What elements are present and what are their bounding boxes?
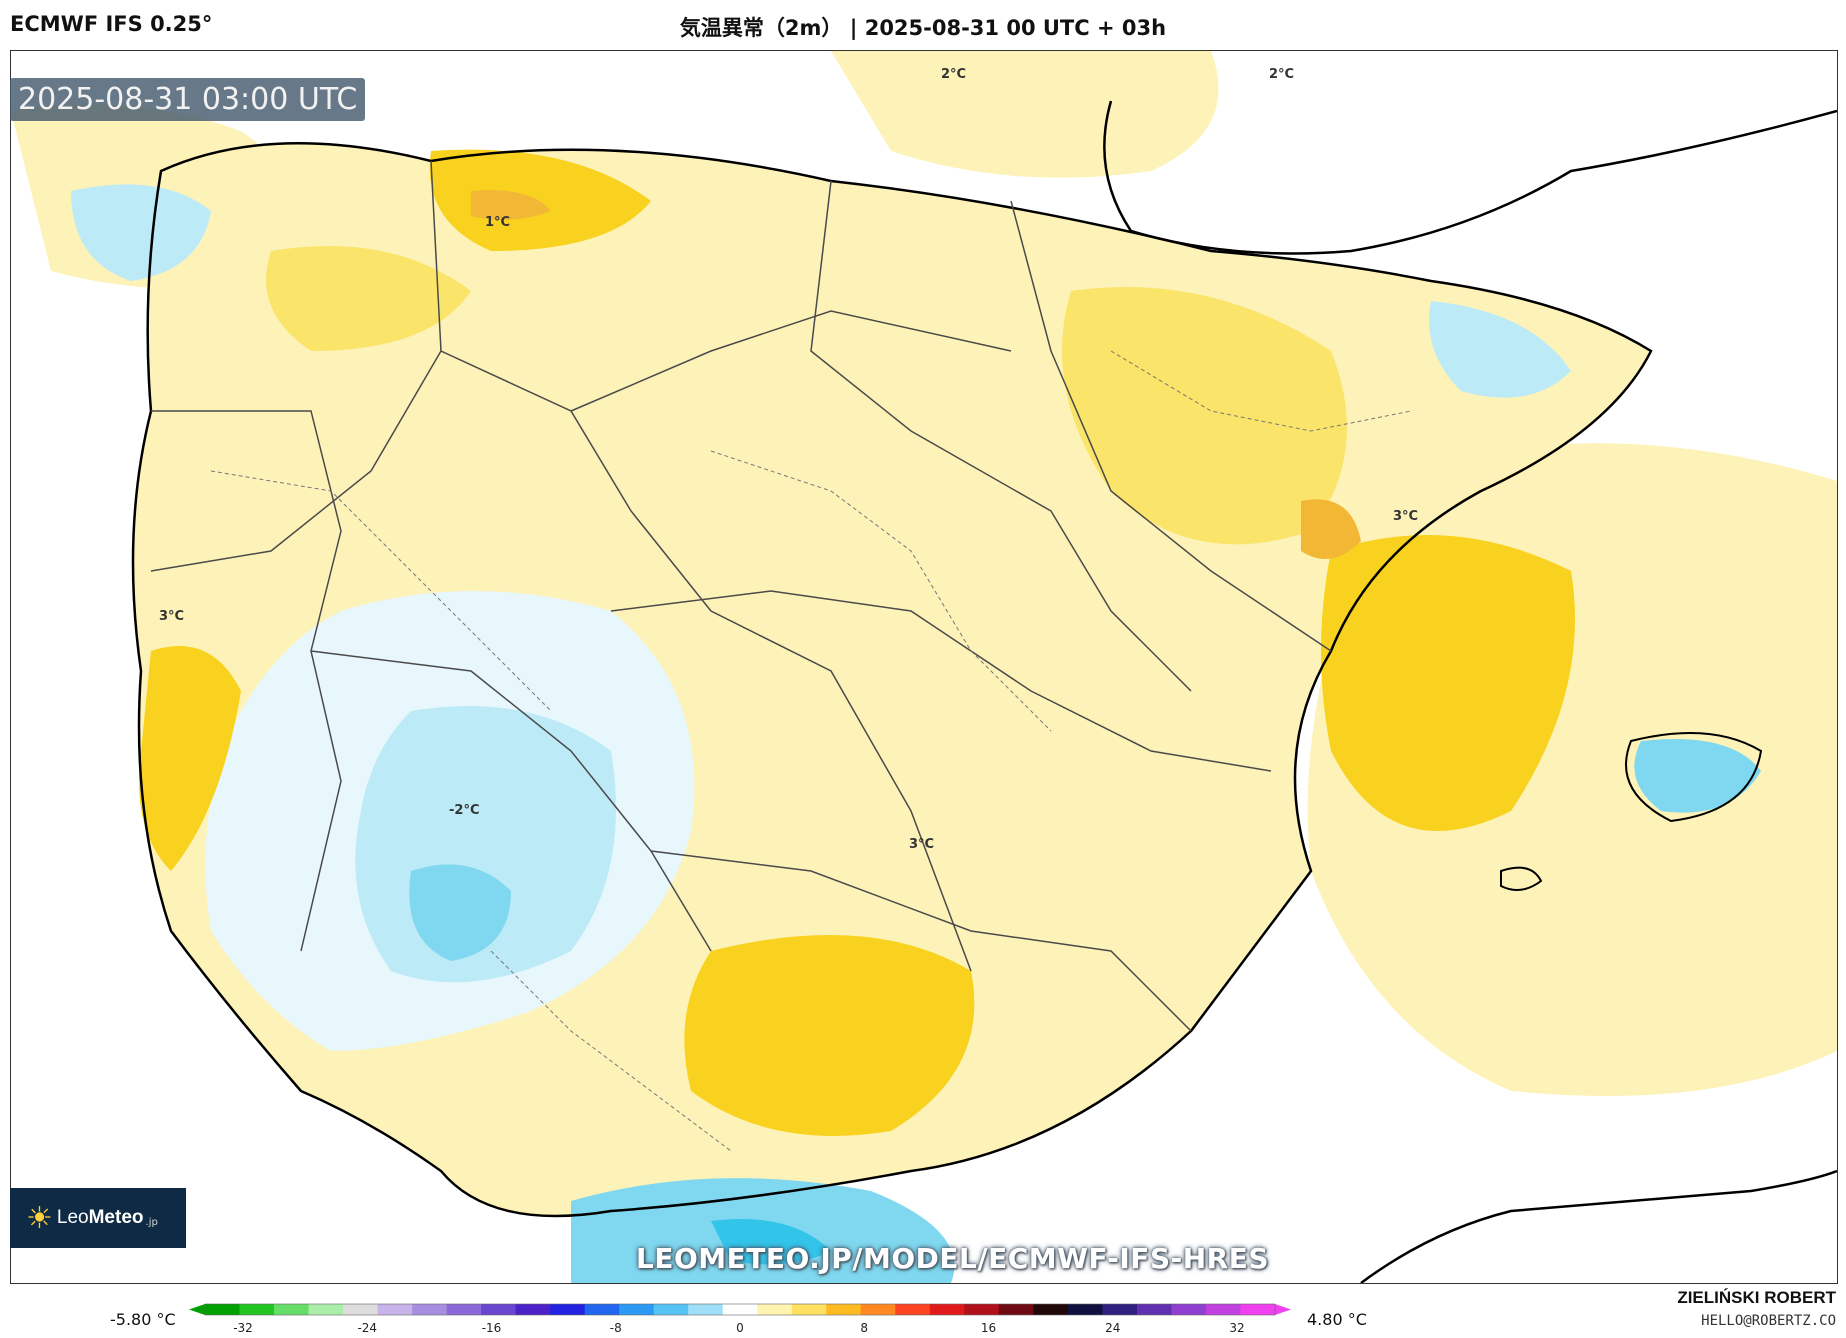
legend-color-step [584, 1304, 620, 1315]
legend-color-step [446, 1304, 482, 1315]
coastline-iberia [131, 142, 1653, 1218]
legend-color-step [1067, 1304, 1103, 1315]
leometeo-logo[interactable]: ☀ LeoMeteo .jp [10, 1188, 186, 1248]
sun-icon: ☀ [26, 1200, 53, 1236]
legend-color-step [791, 1304, 827, 1315]
legend-tick-label: -24 [357, 1321, 377, 1335]
warm-region-northwest [266, 246, 471, 351]
legend-color-step [239, 1304, 275, 1315]
legend-tick-label: 8 [860, 1321, 868, 1335]
cool-region-mallorca [1634, 739, 1761, 813]
warm-region-north [429, 149, 651, 251]
legend-min-value: -5.80 °C [110, 1310, 176, 1329]
legend-tick-label: 32 [1229, 1321, 1244, 1335]
legend-color-step [343, 1304, 379, 1315]
legend-border [204, 1303, 1276, 1316]
contour-label: 3°C [159, 609, 185, 624]
contour-label: 2°C [941, 67, 967, 82]
legend-tick-label: -16 [482, 1321, 502, 1335]
legend-color-step [1136, 1304, 1172, 1315]
valid-time-badge: 2025-08-31 03:00 UTC [10, 78, 366, 121]
author-email[interactable]: HELLO@ROBERTZ.CO [1701, 1313, 1836, 1329]
legend-color-step [757, 1304, 793, 1315]
cool-region-center [409, 864, 511, 961]
legend-color-step [205, 1304, 241, 1315]
anomaly-map[interactable]: 2°C 2°C 1°C 3°C 3°C -2°C 3°C [10, 50, 1838, 1284]
contour-label: 3°C [1393, 509, 1419, 524]
header: ECMWF IFS 0.25° 気温異常（2m） | 2025-08-31 00… [0, 0, 1846, 50]
legend-color-step [998, 1304, 1034, 1315]
legend-max-value: 4.80 °C [1307, 1310, 1367, 1329]
map-canvas [11, 51, 1837, 1283]
legend-min-arrow [189, 1304, 205, 1315]
legend-tick-label: -32 [233, 1321, 253, 1335]
legend-color-step [722, 1304, 758, 1315]
logo-suffix: .jp [145, 1216, 158, 1228]
legend-color-step [860, 1304, 896, 1315]
logo-name-bold: Meteo [88, 1207, 144, 1228]
legend-color-step [412, 1304, 448, 1315]
warm-region-ebro [1062, 287, 1347, 545]
contour-label: 3°C [909, 837, 935, 852]
legend-color-step [1171, 1304, 1207, 1315]
coastline-france [1103, 100, 1837, 255]
logo-name-light: Leo [56, 1207, 89, 1228]
legend-max-arrow [1275, 1304, 1291, 1315]
map-title: 気温異常（2m） | 2025-08-31 00 UTC + 03h [679, 16, 1167, 40]
sea-warm-patch-north [831, 51, 1219, 178]
contour-label: -2°C [449, 803, 480, 818]
legend-color-step [308, 1304, 344, 1315]
legend-color-step [619, 1304, 655, 1315]
legend-color-step [826, 1304, 862, 1315]
contour-label: 2°C [1269, 67, 1295, 82]
legend-color-step [550, 1304, 586, 1315]
contour-label: 1°C [485, 215, 511, 230]
legend-color-step [964, 1304, 1000, 1315]
legend-color-step [929, 1304, 965, 1315]
legend-color-step [1240, 1304, 1276, 1315]
author-name: ZIELIŃSKI ROBERT [1677, 1288, 1836, 1307]
warm-region-portugal [139, 646, 241, 871]
cool-spot-south-sea [711, 1219, 831, 1265]
legend-color-step [1205, 1304, 1241, 1315]
cool-region-catalonia [1429, 301, 1571, 398]
legend-colorbar: -32 -24 -16 -8 0 8 16 24 32 [189, 1303, 1291, 1335]
cool-region-galicia [71, 184, 211, 281]
legend-color-step [653, 1304, 689, 1315]
legend-tick-label: 16 [981, 1321, 996, 1335]
model-label: ECMWF IFS 0.25° [10, 12, 213, 36]
legend-tick-label: 0 [736, 1321, 744, 1335]
source-url-watermark: LEOMETEO.JP/MODEL/ECMWF-IFS-HRES [636, 1242, 1270, 1275]
legend-color-step [515, 1304, 551, 1315]
legend-color-step [1102, 1304, 1138, 1315]
color-legend: -5.80 °C -32 -24 -16 -8 0 8 16 24 32 4.80 °C [0, 1290, 1846, 1338]
warm-region-south [684, 935, 975, 1136]
legend-color-step [688, 1304, 724, 1315]
warm-spot-aragon [1301, 499, 1361, 559]
legend-color-step [377, 1304, 413, 1315]
mallorca-coast [1625, 732, 1763, 823]
legend-tick-label: 24 [1105, 1321, 1120, 1335]
legend-color-step [1033, 1304, 1069, 1315]
legend-color-step [895, 1304, 931, 1315]
district-borders [210, 350, 1412, 1152]
menorca-coast [1500, 866, 1543, 891]
legend-color-step [274, 1304, 310, 1315]
warm-region-valencia-sea [1321, 535, 1575, 831]
warm-spot-cantabria [471, 190, 551, 220]
legend-tick-label: -8 [610, 1321, 622, 1335]
legend-color-step [481, 1304, 517, 1315]
coastline-north-africa [1360, 1169, 1837, 1283]
